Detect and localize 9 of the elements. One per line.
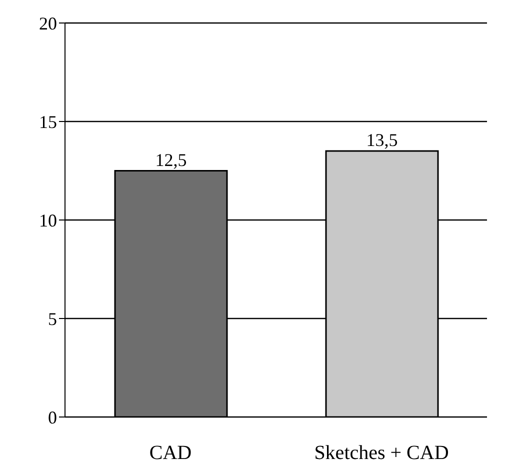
data-label: 12,5 <box>155 150 187 170</box>
x-tick-label: Sketches + CAD <box>314 442 449 464</box>
y-tick-label: 10 <box>39 210 57 230</box>
y-tick-label: 20 <box>39 13 57 34</box>
y-tick-label: 15 <box>39 112 57 132</box>
data-label: 13,5 <box>366 130 398 150</box>
y-tick-label: 5 <box>48 308 57 329</box>
y-tick-label: 0 <box>48 407 57 428</box>
x-tick-label: CAD <box>149 442 192 464</box>
